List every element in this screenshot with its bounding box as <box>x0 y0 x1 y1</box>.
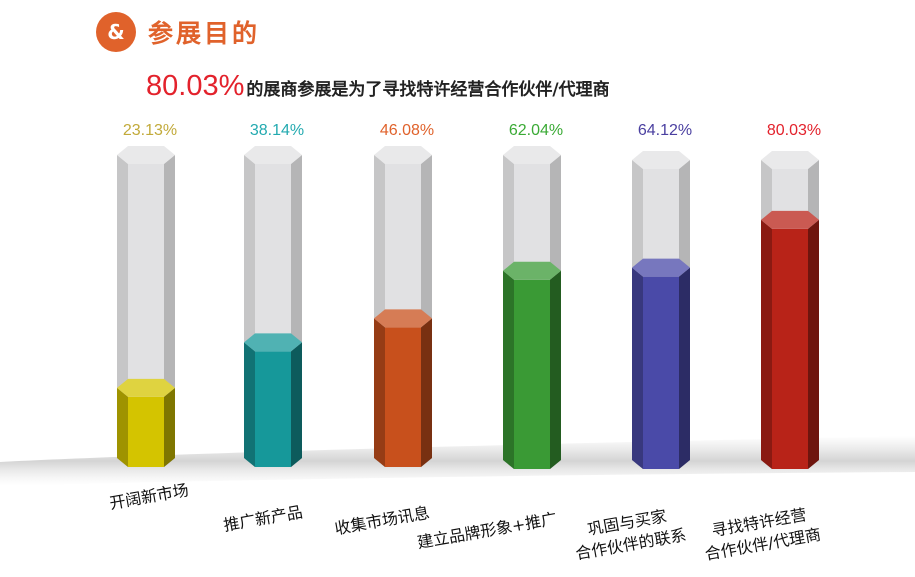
headline-text: 的展商参展是为了寻找特许经营合作伙伴/代理商 <box>246 80 610 100</box>
category-label: 开阔新市场 <box>108 480 190 513</box>
bar-front-face <box>643 276 679 469</box>
category-label-line: 建立品牌形象+推广 <box>416 509 559 552</box>
headline-percentage: 80.03% <box>146 70 245 102</box>
bar-right-face <box>808 219 819 469</box>
value-label: 46.08% <box>380 122 434 139</box>
category-label-line: 开阔新市场 <box>108 480 190 513</box>
bar-front-face <box>128 396 164 467</box>
value-label: 38.14% <box>250 122 304 139</box>
bar-left-face <box>503 270 514 469</box>
bar-top-cap <box>503 261 561 280</box>
value-label: 62.04% <box>509 122 563 139</box>
bar-front-face <box>772 228 808 469</box>
bar-right-face <box>291 342 302 467</box>
bar-right-face <box>679 267 690 469</box>
tube-top-cap <box>374 146 432 164</box>
section-header: & 参展目的 <box>96 12 260 52</box>
bar-top-cap <box>374 309 432 328</box>
bar-group <box>632 151 690 469</box>
bar-right-face <box>550 270 561 469</box>
bar-right-face <box>164 387 175 467</box>
tube-top-cap <box>761 151 819 169</box>
tube-top-cap <box>503 146 561 164</box>
category-label: 寻找特许经营合作伙伴/代理商 <box>700 503 823 564</box>
bar-front-face <box>514 279 550 469</box>
bar-front-face <box>385 327 421 467</box>
bar-left-face <box>117 387 128 467</box>
value-label: 80.03% <box>767 122 821 139</box>
tube-top-cap <box>244 146 302 164</box>
category-label: 建立品牌形象+推广 <box>416 509 559 552</box>
bar-top-cap <box>244 333 302 352</box>
people-chart-icon: & <box>96 12 136 52</box>
bar-top-cap <box>117 378 175 397</box>
value-label: 23.13% <box>123 122 177 139</box>
bar-group <box>374 146 432 467</box>
bar-front-face <box>255 351 291 467</box>
category-label: 巩固与买家合作伙伴的联系 <box>570 504 687 564</box>
tube-top-cap <box>632 151 690 169</box>
category-label-line: 推广新产品 <box>222 502 304 535</box>
bar-left-face <box>244 342 255 467</box>
headline: 80.03% 的展商参展是为了寻找特许经营合作伙伴/代理商 <box>146 70 610 103</box>
bar-left-face <box>761 219 772 469</box>
bar-group <box>503 146 561 469</box>
bar-top-cap <box>761 210 819 229</box>
tube-top-cap <box>117 146 175 164</box>
category-label: 推广新产品 <box>222 502 304 535</box>
bar-group <box>117 146 175 467</box>
bar-left-face <box>632 267 643 469</box>
value-label: 64.12% <box>638 122 692 139</box>
section-title: 参展目的 <box>148 19 261 48</box>
bar-right-face <box>421 318 432 467</box>
bar-left-face <box>374 318 385 467</box>
bar-top-cap <box>632 258 690 277</box>
bar-group <box>244 146 302 467</box>
bar-group <box>761 151 819 469</box>
